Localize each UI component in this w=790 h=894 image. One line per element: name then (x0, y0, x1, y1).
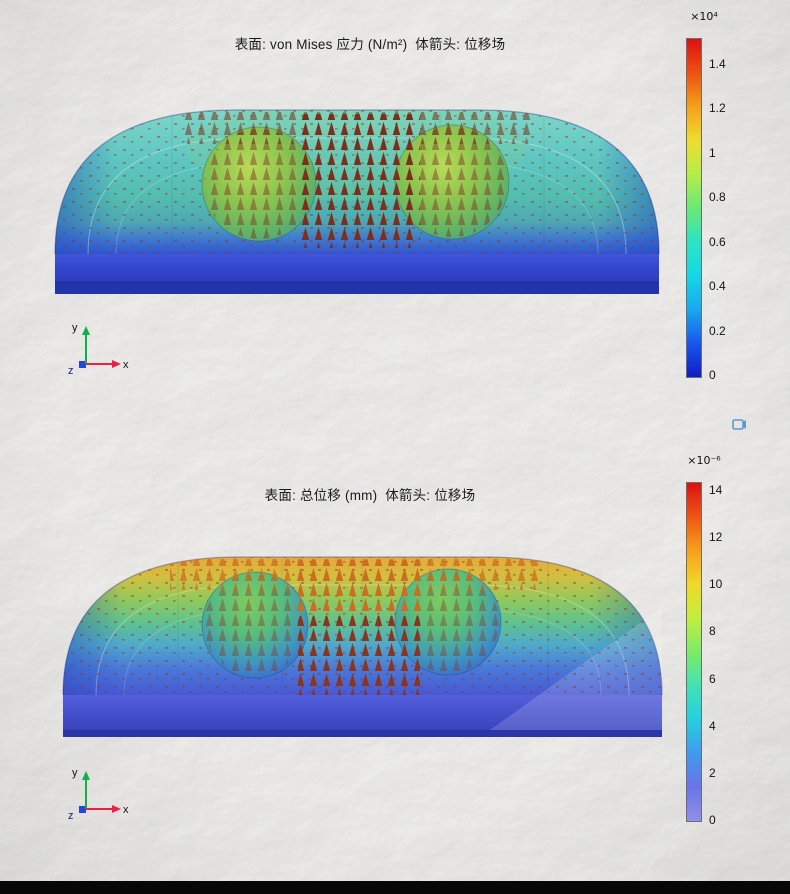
plot1-title: 表面: von Mises 应力 (N/m²) 体箭头: 位移场 (234, 37, 506, 52)
plot2-sphere-right (394, 568, 502, 676)
axis-x-arrow-icon (86, 805, 121, 813)
axis-z-label: z (68, 365, 74, 377)
axis-z-marker-icon (79, 361, 86, 368)
tick-label: 4 (709, 718, 716, 733)
plot1-arrow-field (182, 112, 532, 248)
tick-label: 0.4 (709, 279, 726, 294)
plot2-title: 表面: 总位移 (mm) 体箭头: 位移场 (264, 488, 476, 503)
tick-label: 14 (709, 483, 723, 497)
tick-label: 0.2 (709, 323, 726, 338)
plot2-colorbar-multiplier: ×10⁻⁶ (687, 454, 721, 467)
tick-label: 10 (709, 577, 723, 592)
tick-label: 0 (709, 367, 716, 382)
plot1-colorbar-gradient (686, 38, 702, 378)
tick-label: 1.2 (709, 101, 726, 116)
tick-label: 8 (709, 624, 716, 639)
plot1-model-view (54, 109, 660, 294)
axis-y-label: y (72, 767, 78, 779)
tick-label: 1 (709, 145, 716, 160)
axis-x-label: x (123, 359, 129, 371)
axis-y-label: y (72, 322, 78, 334)
axis-y-arrow-icon (82, 771, 90, 809)
plot2-colorbar-gradient (686, 482, 702, 822)
plot1-colorbar-multiplier: ×10⁴ (690, 10, 718, 23)
plot2-sphere-left (201, 571, 309, 679)
plot1-sphere-right (394, 124, 510, 240)
tick-label: 1.4 (709, 57, 726, 71)
tick-label: 0 (709, 812, 716, 827)
axis-z-marker-icon (79, 806, 86, 813)
tick-label: 0.6 (709, 234, 726, 249)
plot2-axis-triad: y x z (68, 767, 129, 822)
plot1-sphere-left (201, 126, 317, 242)
bottom-black-bar (0, 881, 790, 894)
tick-label: 0.8 (709, 190, 726, 205)
plot2-model-view (62, 556, 663, 737)
axis-x-arrow-icon (86, 360, 121, 368)
watermark-icon (732, 419, 746, 430)
plot2-arrow-field (170, 559, 540, 695)
tick-label: 6 (709, 671, 716, 686)
tick-label: 12 (709, 530, 723, 545)
axis-y-arrow-icon (82, 326, 90, 364)
axis-x-label: x (123, 804, 129, 816)
plot1-axis-triad: y x z (68, 322, 129, 377)
plot2-colorbar: ×10⁻⁶ 14 12 10 8 6 4 2 0 (686, 454, 756, 844)
axis-z-label: z (68, 810, 74, 822)
plot1-colorbar-ticks: 1.4 1.2 1 0.8 0.6 0.4 0.2 0 (709, 56, 743, 383)
tick-label: 2 (709, 765, 716, 780)
plot2-colorbar-ticks: 14 12 10 8 6 4 2 0 (709, 482, 743, 828)
plot1-colorbar: ×10⁴ 1.4 1.2 1 0.8 0.6 0.4 0.2 0 (686, 10, 756, 400)
